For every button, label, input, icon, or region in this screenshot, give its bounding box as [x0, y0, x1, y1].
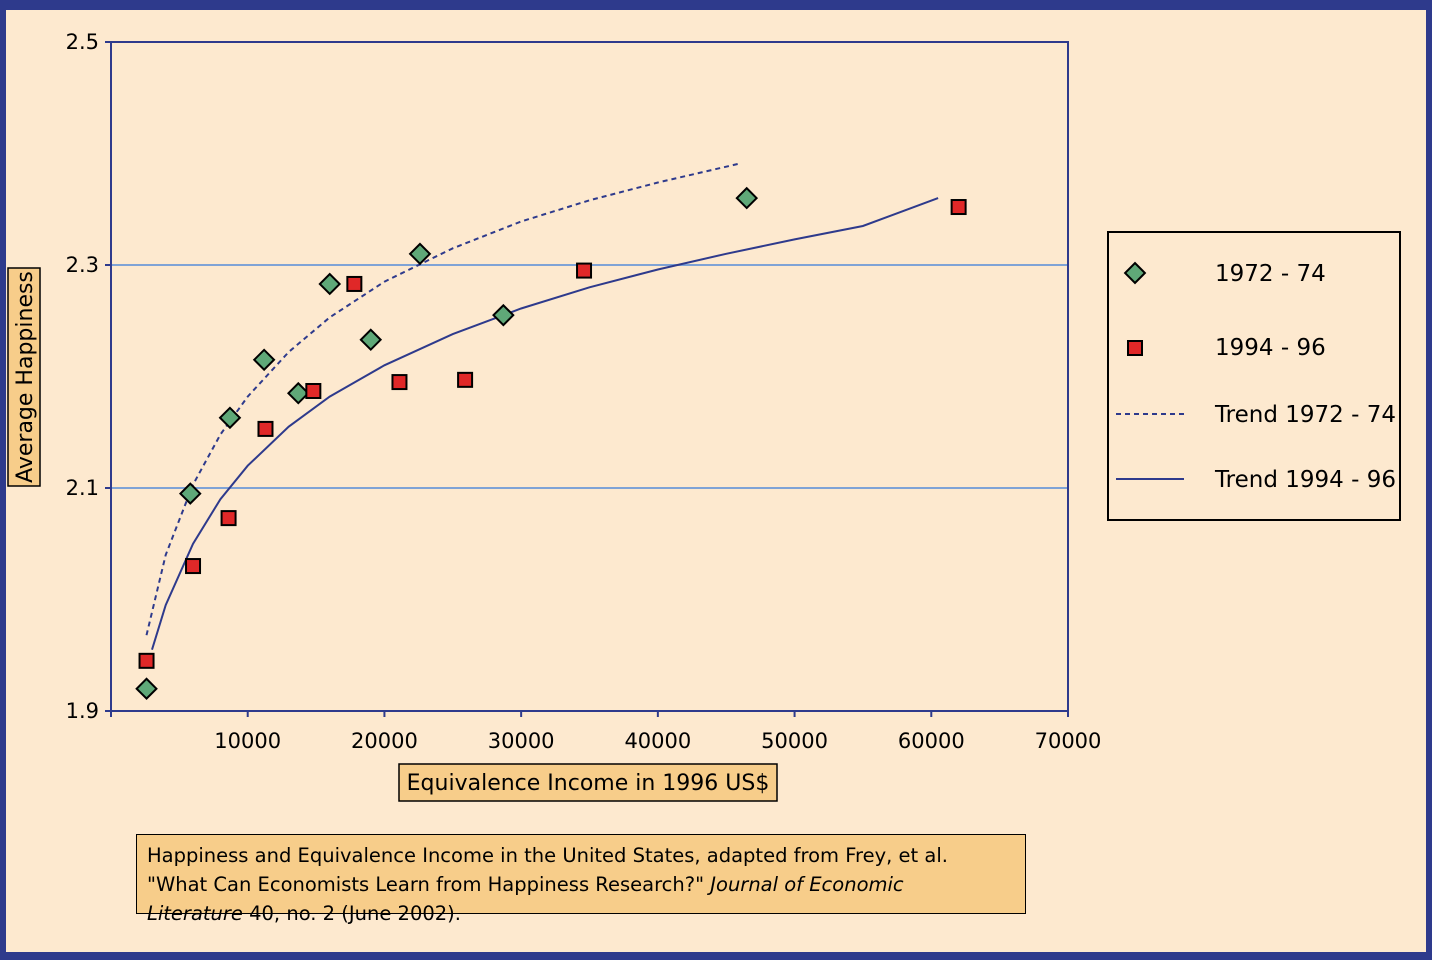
x-axis-title: Equivalence Income in 1996 US$ [398, 763, 778, 802]
y-tick-label: 1.9 [66, 699, 99, 723]
data-point-diamond [135, 677, 158, 701]
x-tick-label: 10000 [214, 729, 281, 753]
data-point-square [346, 275, 363, 292]
data-point-diamond [359, 328, 383, 352]
chart-svg: 1.9 2.1 2.3 2.5 10000 20000 30000 40000 50000 600… [7, 30, 1401, 802]
chart-frame: 1.9 2.1 2.3 2.5 10000 20000 30000 40000 50000 600… [6, 10, 1426, 952]
square-icon [1127, 340, 1143, 356]
trend-line-dashed [145, 162, 741, 636]
legend-item-1972-74: 1972 - 74 [1123, 261, 1326, 287]
legend-item-1994-96: 1994 - 96 [1127, 335, 1326, 361]
data-point-square [220, 510, 237, 527]
data-point-square [950, 199, 967, 216]
legend-label: Trend 1994 - 96 [1214, 467, 1396, 493]
data-point-diamond [178, 482, 202, 505]
plot-border [110, 41, 1069, 712]
y-axis-title-text: Average Happiness [13, 271, 38, 483]
x-tick-label: 50000 [761, 729, 828, 753]
figure-caption: Happiness and Equivalence Income in the … [136, 834, 1026, 925]
y-tick-label: 2.1 [66, 476, 99, 500]
x-tick-label: 60000 [898, 729, 965, 753]
data-point-diamond [252, 348, 276, 372]
data-point-square [391, 374, 408, 391]
diamond-icon [1123, 261, 1147, 285]
legend-box [1107, 231, 1401, 521]
x-axis-title-text: Equivalence Income in 1996 US$ [407, 771, 770, 796]
y-axis-title: Average Happiness [7, 267, 41, 487]
y-tick-label: 2.5 [66, 30, 99, 54]
caption-line-2: "What Can Economists Learn from Happines… [147, 870, 1015, 899]
y-tick-label: 2.3 [66, 253, 99, 277]
data-point-diamond [318, 272, 342, 296]
caption-line-3: Literature 40, no. 2 (June 2002). [147, 899, 1015, 928]
data-point-diamond [492, 303, 515, 327]
x-tick-label: 30000 [488, 729, 555, 753]
x-tick-label: 70000 [1035, 729, 1102, 753]
caption-journal: Journal of Economic [710, 873, 904, 896]
legend-item-trend-1994-96: Trend 1994 - 96 [1116, 467, 1396, 493]
x-tick-label: 40000 [624, 729, 691, 753]
trend-line-solid [151, 197, 939, 650]
caption-text: "What Can Economists Learn from Happines… [147, 873, 711, 896]
legend-label: 1994 - 96 [1215, 335, 1326, 361]
data-point-diamond [735, 186, 759, 210]
data-point-square [257, 420, 274, 437]
caption-journal: Literature [147, 902, 243, 925]
legend-label: Trend 1972 - 74 [1214, 402, 1396, 428]
data-point-square [138, 652, 155, 669]
legend: 1972 - 74 1994 - 96 Trend 1972 - 74 Tren… [1107, 231, 1401, 521]
data-point-diamond [408, 242, 432, 266]
data-point-square [457, 371, 474, 388]
data-point-diamond [286, 381, 310, 405]
legend-label: 1972 - 74 [1215, 261, 1326, 287]
legend-item-trend-1972-74: Trend 1972 - 74 [1116, 402, 1396, 428]
data-point-square [576, 262, 593, 279]
data-point-square [305, 382, 322, 399]
data-point-square [185, 558, 202, 575]
data-point-diamond [218, 406, 242, 430]
caption-line-1: Happiness and Equivalence Income in the … [147, 844, 948, 867]
plot-area: 1.9 2.1 2.3 2.5 10000 20000 30000 40000 50000 600… [66, 30, 1102, 753]
caption-text: 40, no. 2 (June 2002). [242, 902, 461, 925]
x-tick-label: 20000 [351, 729, 418, 753]
